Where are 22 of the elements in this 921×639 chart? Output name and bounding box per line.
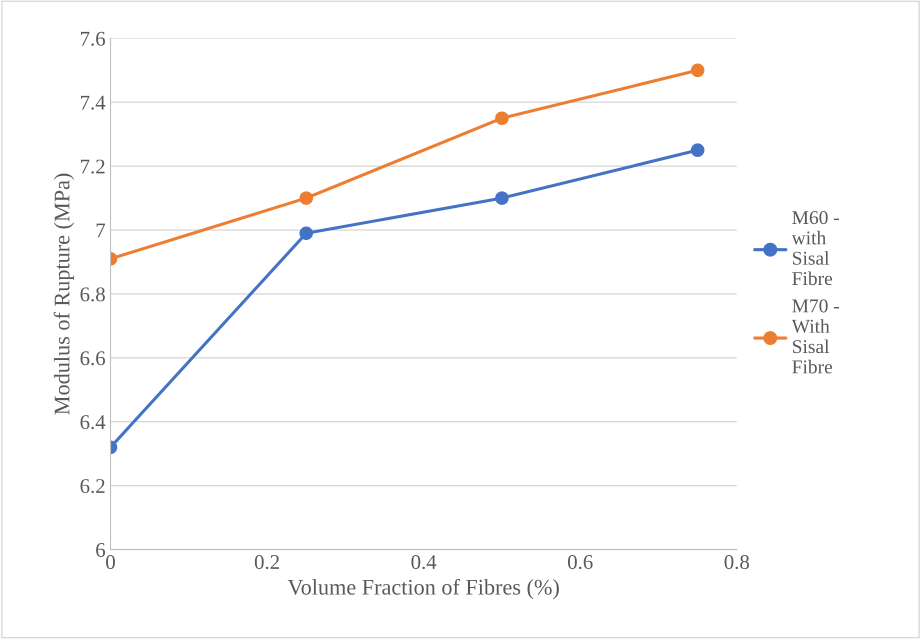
legend-label: M60 - with Sisal Fibre bbox=[792, 211, 840, 286]
legend-label: M70 - With Sisal Fibre bbox=[792, 299, 840, 374]
point bbox=[495, 191, 509, 205]
y-tick-label: 6 bbox=[96, 542, 106, 557]
point bbox=[690, 64, 704, 78]
y-tick-label: 6.2 bbox=[80, 479, 105, 494]
y-tick-label: 7.4 bbox=[80, 96, 106, 110]
x-tick-label: 0 bbox=[106, 555, 115, 570]
x-axis-title: Volume Fraction of Fibres (%) bbox=[288, 578, 559, 600]
y-tick-label: 7 bbox=[96, 224, 106, 238]
y-axis-title: Modulus of Rupture (MPa) bbox=[54, 174, 74, 415]
point bbox=[690, 143, 704, 157]
y-tick-label: 6.8 bbox=[80, 287, 105, 302]
y-tick-label: 7.6 bbox=[80, 32, 106, 46]
x-tick-label: 0.2 bbox=[254, 555, 279, 570]
y-tick-label: 6.4 bbox=[80, 415, 106, 430]
x-tick-label: 0.6 bbox=[568, 555, 593, 570]
point bbox=[495, 111, 509, 125]
y-tick-label: 7.2 bbox=[80, 160, 105, 174]
x-tick-label: 0.8 bbox=[724, 555, 750, 570]
x-tick-label: 0.4 bbox=[411, 555, 436, 570]
y-tick-label: 6.6 bbox=[80, 351, 106, 366]
